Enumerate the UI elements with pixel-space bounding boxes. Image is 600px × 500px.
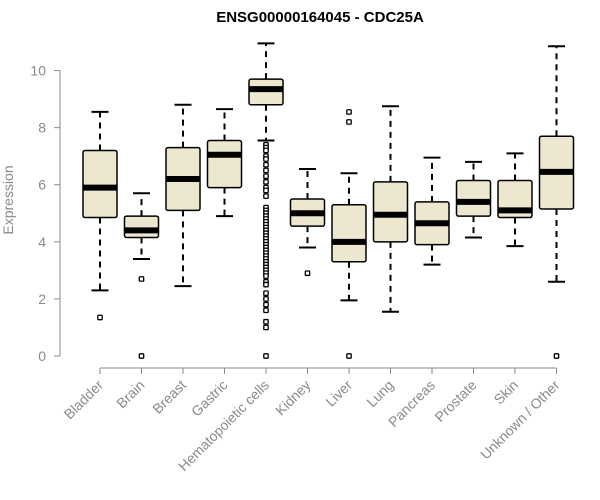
outlier-point	[263, 156, 269, 162]
outlier-point	[346, 353, 352, 359]
outlier-point	[263, 301, 269, 308]
y-tick-label: 8	[38, 120, 46, 136]
outlier-point	[263, 179, 269, 185]
y-axis: 0 2 4 6 8 10	[30, 63, 61, 364]
outlier-point	[346, 119, 352, 125]
box-series	[82, 42, 575, 359]
outlier-point	[138, 276, 145, 282]
box-group	[123, 192, 160, 359]
outlier-point	[138, 353, 145, 359]
outlier-point	[263, 187, 269, 194]
box-group	[538, 45, 575, 359]
box-group	[165, 103, 201, 288]
outlier-point	[97, 314, 103, 321]
x-tick-label: Unknown / Other	[477, 377, 563, 463]
x-tick-label: Skin	[491, 377, 522, 408]
y-tick-label: 4	[38, 234, 46, 250]
box-group	[82, 110, 118, 321]
box-group	[248, 42, 284, 359]
outlier-point	[346, 109, 352, 115]
y-tick-label: 6	[38, 177, 46, 193]
outlier-point	[263, 273, 269, 279]
outlier-point	[263, 173, 269, 180]
box-group	[455, 160, 492, 239]
x-tick-label: Bladder	[61, 377, 107, 423]
x-tick-label: Kidney	[272, 377, 314, 419]
iqr-box	[123, 215, 160, 239]
outlier-point	[553, 353, 560, 359]
outlier-point	[263, 167, 269, 174]
box-group	[497, 152, 533, 248]
box-group	[289, 168, 326, 277]
box-group	[331, 109, 367, 359]
iqr-box	[455, 179, 492, 217]
x-tick-label: Prostate	[431, 377, 479, 425]
outlier-point	[263, 324, 269, 331]
outlier-point	[263, 296, 269, 302]
outlier-point	[263, 353, 269, 359]
chart-title: ENSG00000164045 - CDC25A	[216, 9, 424, 26]
iqr-box	[331, 203, 367, 263]
outlier-point	[263, 307, 269, 314]
iqr-box	[206, 139, 243, 189]
y-tick-label: 0	[38, 348, 46, 364]
outlier-point	[263, 193, 269, 199]
outlier-point	[263, 290, 269, 297]
outlier-point	[263, 281, 269, 288]
x-tick-label: Brain	[113, 377, 147, 411]
iqr-box	[82, 149, 118, 219]
outlier-point	[263, 161, 269, 168]
box-group	[206, 108, 243, 218]
x-tick-label: Liver	[322, 377, 355, 410]
y-axis-label: Expression	[0, 165, 16, 234]
x-tick-label: Breast	[149, 377, 189, 417]
outlier-point	[263, 318, 269, 325]
box-group	[372, 105, 409, 313]
box-group	[414, 156, 450, 266]
outlier-point	[304, 270, 311, 277]
y-tick-label: 2	[38, 291, 46, 307]
outlier-point	[263, 147, 269, 154]
x-tick-label: Lung	[363, 377, 396, 410]
y-tick-label: 10	[30, 63, 46, 79]
